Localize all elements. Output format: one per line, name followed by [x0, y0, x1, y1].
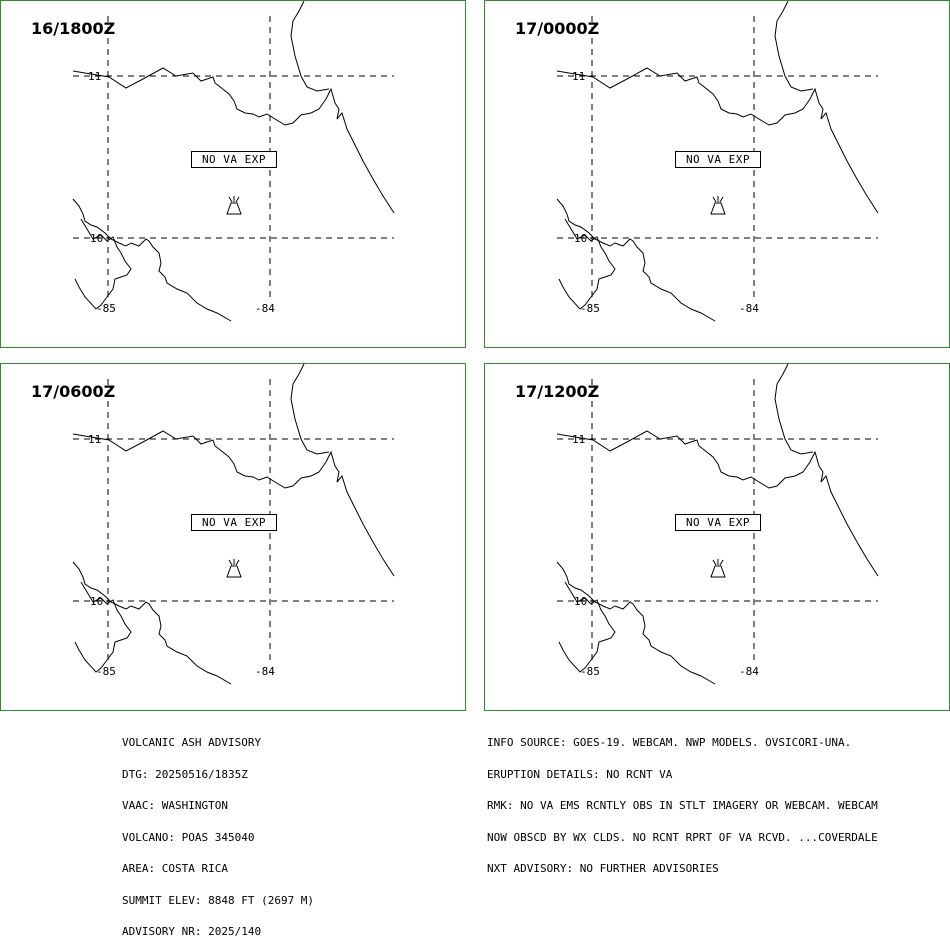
lon-label-85: -85	[96, 302, 116, 315]
map-canvas: 11 10 -85 -84	[72, 1, 395, 322]
forecast-panel-3: 11 10 -85 -84 17/0600Z NO VA EXP	[0, 363, 466, 711]
no-va-box: NO VA EXP	[191, 151, 277, 168]
map-canvas: 11 10 -85 -84	[72, 364, 395, 685]
lon-label-85: -85	[580, 302, 600, 315]
panel-time: 17/1200Z	[515, 382, 600, 401]
advisory-line: DTG: 20250516/1835Z	[122, 767, 248, 781]
coastline-nicoya	[74, 218, 132, 310]
lat-label-11: 11	[572, 433, 585, 446]
advisory-line: NXT ADVISORY: NO FURTHER ADVISORIES	[487, 862, 719, 875]
coastline-nicoya	[74, 581, 132, 673]
lon-label-85: -85	[96, 665, 116, 678]
advisory-right-block: INFO SOURCE: GOES-19. WEBCAM. NWP MODELS…	[487, 717, 878, 885]
volcano-icon	[710, 196, 726, 215]
coastline-nicoya	[558, 581, 616, 673]
coastline-pacific	[556, 561, 716, 685]
advisory-line: INFO SOURCE: GOES-19. WEBCAM. NWP MODELS…	[487, 736, 852, 749]
map-canvas: 11 10 -85 -84	[556, 364, 879, 685]
no-va-box: NO VA EXP	[675, 151, 761, 168]
coastline-east	[290, 364, 330, 455]
advisory-line: NOW OBSCD BY WX CLDS. NO RCNT RPRT OF VA…	[487, 830, 878, 844]
lat-label-11: 11	[88, 433, 101, 446]
coastline-pacific	[72, 198, 232, 322]
coastline-pacific	[556, 198, 716, 322]
coastline-north	[72, 430, 395, 577]
lon-label-84: -84	[255, 665, 275, 678]
map-canvas: 11 10 -85 -84	[556, 1, 879, 322]
coastline-pacific	[72, 561, 232, 685]
forecast-panel-1: 11 10 -85 -84 16/1800Z NO VA EXP	[0, 0, 466, 348]
coastline-nicoya	[558, 218, 616, 310]
advisory-line: ADVISORY NR: 2025/140	[122, 925, 262, 938]
volcano-icon	[710, 559, 726, 578]
advisory-left-block: VOLCANIC ASH ADVISORY DTG: 20250516/1835…	[122, 717, 314, 948]
volcano-icon	[226, 196, 242, 215]
advisory-line: VAAC: WASHINGTON	[122, 799, 228, 812]
advisory-line: SUMMIT ELEV: 8848 FT (2697 M)	[122, 893, 315, 907]
advisory-line: VOLCANO: POAS 345040	[122, 830, 255, 844]
advisory-line: RMK: NO VA EMS RCNTLY OBS IN STLT IMAGER…	[487, 799, 878, 812]
advisory-line: AREA: COSTA RICA	[122, 862, 228, 875]
coastline-east	[774, 1, 814, 92]
lon-label-84: -84	[739, 302, 759, 315]
lat-label-11: 11	[572, 70, 585, 83]
coastline-north	[556, 430, 879, 577]
lat-label-10: 10	[90, 595, 103, 608]
panel-time: 17/0600Z	[31, 382, 116, 401]
lon-label-84: -84	[739, 665, 759, 678]
advisory-line: ERUPTION DETAILS: NO RCNT VA	[487, 767, 673, 781]
lat-label-10: 10	[574, 232, 587, 245]
lat-label-11: 11	[88, 70, 101, 83]
lon-label-85: -85	[580, 665, 600, 678]
panel-time: 16/1800Z	[31, 19, 116, 38]
advisory-line: VOLCANIC ASH ADVISORY	[122, 736, 262, 749]
no-va-box: NO VA EXP	[191, 514, 277, 531]
lat-label-10: 10	[90, 232, 103, 245]
volcano-icon	[226, 559, 242, 578]
no-va-box: NO VA EXP	[675, 514, 761, 531]
coastline-east	[774, 364, 814, 455]
forecast-panel-2: 11 10 -85 -84 17/0000Z NO VA EXP	[484, 0, 950, 348]
panel-time: 17/0000Z	[515, 19, 600, 38]
coastline-north	[72, 67, 395, 214]
lon-label-84: -84	[255, 302, 275, 315]
lat-label-10: 10	[574, 595, 587, 608]
coastline-east	[290, 1, 330, 92]
coastline-north	[556, 67, 879, 214]
forecast-panel-4: 11 10 -85 -84 17/1200Z NO VA EXP	[484, 363, 950, 711]
